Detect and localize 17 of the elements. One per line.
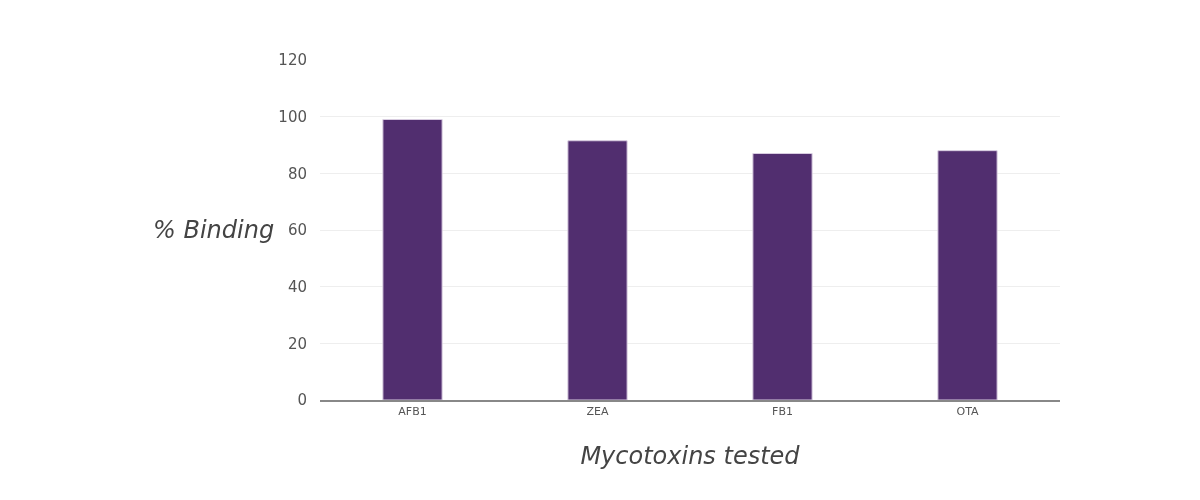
x-axis-title: Mycotoxins tested <box>580 442 801 470</box>
y-tick-label: 120 <box>278 51 307 70</box>
x-tick-label: FB1 <box>772 405 793 419</box>
x-tick-label: AFB1 <box>398 405 427 419</box>
y-tick-label: 100 <box>278 107 307 126</box>
y-tick-label: 60 <box>287 221 307 240</box>
y-tick-label: 40 <box>287 277 307 296</box>
x-tick-label: ZEA <box>586 405 609 419</box>
bar <box>752 153 813 400</box>
y-tick-label: 20 <box>287 334 307 353</box>
bar <box>937 150 998 400</box>
y-axis-title: % Binding <box>153 216 275 244</box>
y-tick-label: 0 <box>297 391 307 410</box>
x-tick-label: OTA <box>956 405 979 419</box>
bar <box>567 140 628 400</box>
bar <box>382 119 443 400</box>
y-tick-label: 80 <box>287 164 307 183</box>
